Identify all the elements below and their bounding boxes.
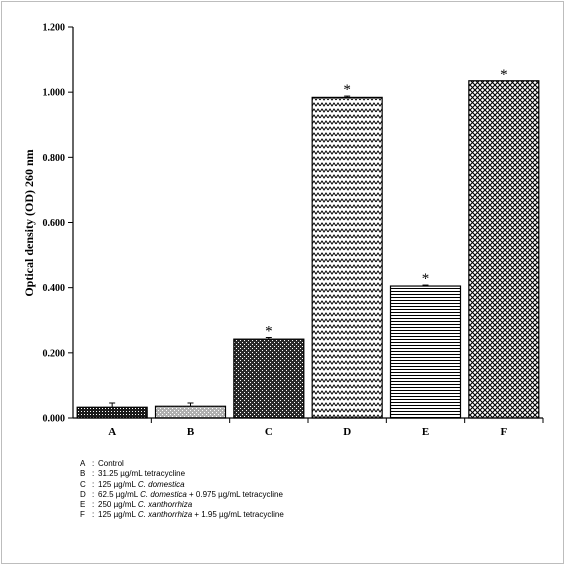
x-tick-label: D	[343, 426, 351, 438]
legend-text: 125 µg/mL	[98, 479, 138, 489]
legend-text: + 0.975 µg/mL tetracycline	[186, 489, 283, 499]
legend-separator: :	[92, 510, 95, 520]
legend-key: D	[80, 489, 86, 499]
legend-separator: :	[92, 479, 95, 489]
legend-text: Control	[98, 459, 124, 468]
bar	[468, 80, 540, 419]
legend-entry: E:250 µg/mL C. xanthorrhiza	[80, 500, 284, 510]
legend-key: C	[80, 479, 86, 489]
significance-marker: *	[265, 324, 273, 340]
y-tick-label: 0.800	[43, 153, 66, 164]
bar	[389, 285, 462, 419]
y-tick-label: 1.000	[43, 88, 66, 99]
y-tick-label: 1.200	[43, 23, 66, 34]
x-tick-label: F	[500, 426, 507, 438]
legend: A: Control B:31.25 µg/mL tetracycline C:125…	[80, 459, 284, 521]
legend-key: F	[80, 510, 85, 520]
legend-separator: :	[92, 500, 95, 510]
legend-key: B	[80, 469, 86, 479]
legend-key: E	[80, 500, 86, 510]
legend-separator: :	[92, 469, 95, 479]
legend-entry: A: Control	[80, 459, 284, 469]
significance-marker: *	[343, 82, 351, 98]
x-tick-label: C	[265, 426, 273, 438]
y-tick-label: 0.000	[43, 414, 66, 425]
legend-text: 125 µg/mL	[98, 510, 138, 520]
bar	[311, 96, 383, 419]
legend-key: A	[80, 459, 86, 468]
legend-text: C. domestica	[137, 479, 185, 489]
bar	[154, 405, 227, 419]
legend-separator: :	[92, 489, 95, 499]
legend-text: 31.25 µg/mL tetracycline	[98, 469, 186, 479]
x-tick-label: E	[422, 426, 429, 438]
y-tick-label: 0.200	[43, 348, 66, 359]
legend-text: C. xanthorrhiza	[137, 510, 193, 520]
x-tick-label: B	[187, 426, 195, 438]
legend-text: C. xanthorrhiza	[137, 500, 193, 510]
significance-marker: *	[422, 271, 430, 287]
legend-entry: F:125 µg/mL C. xanthorrhiza + 1.95 µg/mL…	[80, 510, 284, 520]
legend-entry: B:31.25 µg/mL tetracycline	[80, 469, 284, 479]
legend-text: C. domestica	[140, 489, 187, 499]
legend-text: + 1.95 µg/mL tetracycline	[192, 510, 284, 520]
legend-text: 62.5 µg/mL	[98, 489, 141, 499]
y-tick-label: 0.400	[43, 283, 66, 294]
legend-text: 250 µg/mL	[98, 500, 138, 510]
legend-separator: :	[92, 459, 95, 468]
bar	[76, 406, 148, 419]
y-axis-label: Optical density (OD) 260 nm	[22, 149, 36, 296]
significance-marker: *	[500, 67, 508, 83]
y-tick-label: 0.600	[43, 218, 66, 229]
legend-entry: C:125 µg/mL C. domestica	[80, 480, 284, 490]
x-tick-label: A	[108, 426, 116, 438]
legend-entry: D:62.5 µg/mL C. domestica + 0.975 µg/mL …	[80, 490, 284, 500]
bar	[233, 338, 305, 419]
